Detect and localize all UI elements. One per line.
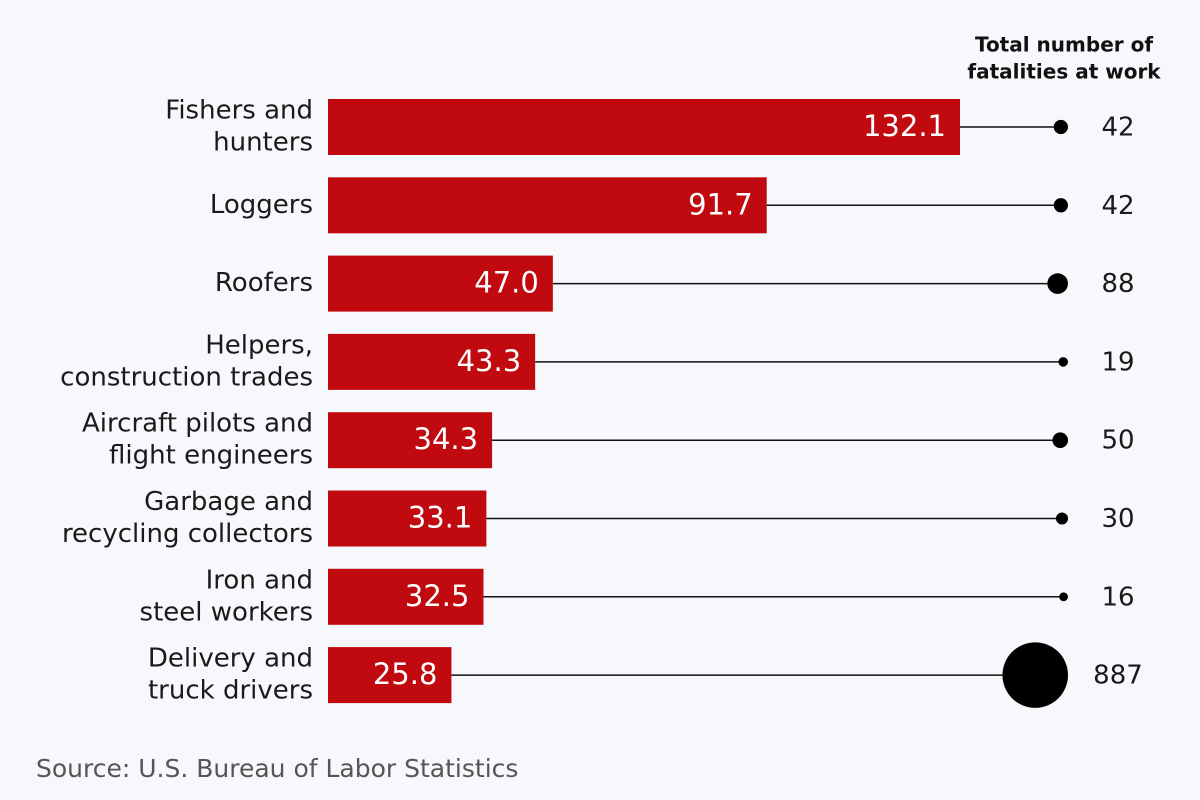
category-label: hunters bbox=[213, 128, 313, 158]
category-label: Helpers, bbox=[205, 330, 313, 360]
category-label: Aircraft pilots and bbox=[82, 409, 313, 439]
bubble bbox=[1058, 357, 1068, 367]
count-label: 88 bbox=[1101, 269, 1134, 299]
bubble bbox=[1055, 512, 1069, 525]
bubble-title: fatalities at work bbox=[967, 60, 1161, 84]
value-label: 25.8 bbox=[373, 657, 438, 691]
bubble bbox=[1047, 273, 1068, 294]
bar bbox=[328, 99, 960, 155]
value-label: 32.5 bbox=[405, 579, 470, 613]
category-label: construction trades bbox=[60, 362, 313, 392]
count-label: 19 bbox=[1101, 347, 1134, 377]
category-label: Loggers bbox=[210, 190, 313, 220]
bar bbox=[328, 412, 493, 469]
bar bbox=[328, 568, 484, 625]
count-label: 16 bbox=[1101, 582, 1134, 612]
bar bbox=[328, 647, 452, 704]
category-label: recycling collectors bbox=[62, 519, 313, 549]
bubble bbox=[1052, 432, 1068, 448]
bubble bbox=[1053, 119, 1068, 135]
count-label: 50 bbox=[1101, 426, 1134, 456]
bar bbox=[328, 333, 536, 390]
value-label: 43.3 bbox=[457, 344, 522, 378]
category-label: Fishers and bbox=[165, 96, 313, 126]
value-label: 33.1 bbox=[408, 501, 473, 535]
bubble bbox=[1053, 198, 1068, 213]
bar bbox=[328, 177, 767, 234]
source: Source: U.S. Bureau of Labor Statistics bbox=[36, 754, 518, 783]
category-label: Delivery and bbox=[148, 644, 313, 674]
count-label: 887 bbox=[1093, 661, 1143, 691]
value-label: 34.3 bbox=[414, 422, 479, 456]
count-label: 30 bbox=[1101, 504, 1134, 534]
bubble bbox=[1059, 592, 1068, 602]
category-label: Garbage and bbox=[144, 487, 313, 517]
count-label: 42 bbox=[1101, 113, 1134, 143]
category-label: truck drivers bbox=[148, 676, 313, 706]
category-label: Roofers bbox=[215, 268, 313, 298]
category-label: steel workers bbox=[140, 597, 313, 627]
bar bbox=[328, 490, 487, 547]
category-label: Iron and bbox=[206, 565, 313, 595]
value-label: 47.0 bbox=[474, 266, 539, 300]
bubble-title: Total number of bbox=[975, 33, 1153, 57]
count-label: 42 bbox=[1101, 191, 1134, 221]
category-label: flight engineers bbox=[109, 441, 313, 471]
value-label: 91.7 bbox=[688, 187, 753, 221]
bubble bbox=[1002, 642, 1068, 708]
bar bbox=[328, 255, 553, 312]
value-label: 132.1 bbox=[863, 109, 946, 143]
